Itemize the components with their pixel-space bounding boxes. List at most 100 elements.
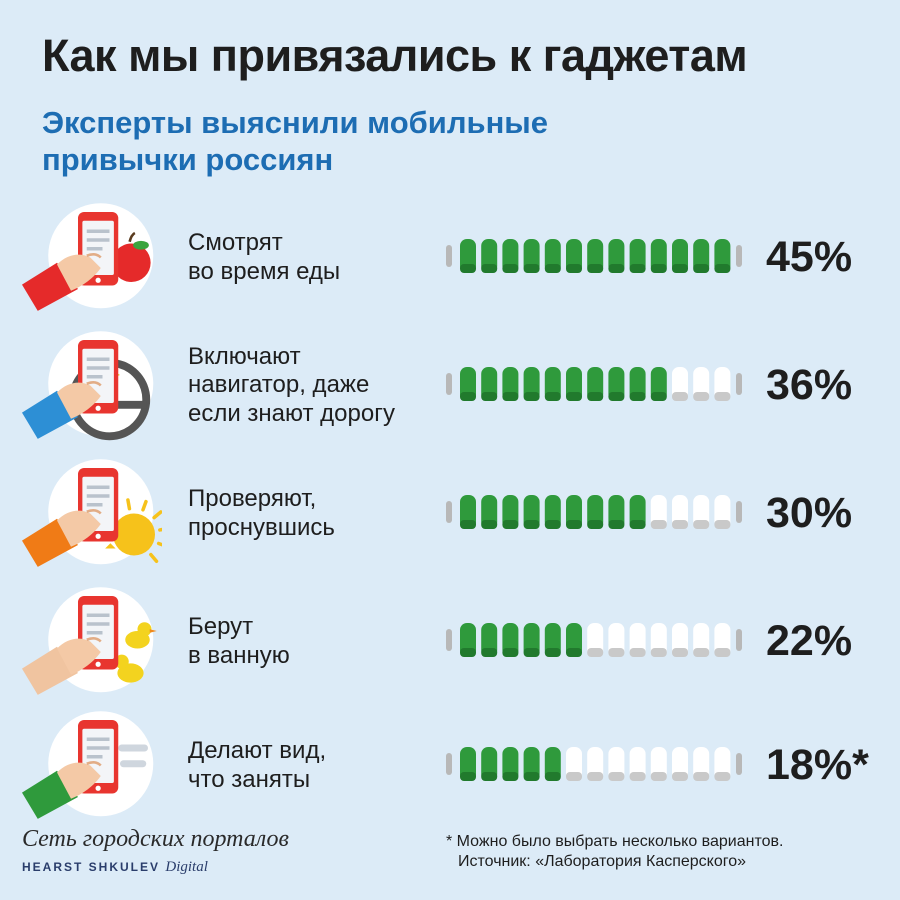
category-label-line: в ванную: [188, 641, 290, 669]
phone-with-social-feed-icon: [22, 711, 154, 819]
bar-segment-filled: [566, 495, 582, 529]
bar-segment-empty: [650, 747, 667, 781]
chart-row: Проверяют, проснувшись 30%: [0, 451, 900, 579]
bar-segment-filled: [460, 367, 476, 401]
bar-segment-empty: [714, 495, 731, 529]
bar-segment-filled: [714, 239, 731, 273]
bar-segment-empty: [650, 495, 667, 529]
bar-segment-filled: [566, 239, 582, 273]
bar-segment-filled: [460, 623, 476, 657]
bar-segment-filled: [544, 495, 561, 529]
footnote: * Можно было выбрать несколько вариантов…: [446, 832, 896, 871]
bar-segment-filled: [523, 495, 540, 529]
bar-segment-empty: [672, 747, 688, 781]
bar-segment-filled: [650, 367, 667, 401]
bar-segment-filled: [481, 623, 498, 657]
bar-segment-filled: [481, 239, 498, 273]
bar-segment-filled: [502, 495, 519, 529]
category-label: Смотрят во время еды: [188, 195, 438, 320]
bar-segment-filled: [460, 747, 476, 781]
logo-main-text: Сеть городских порталов: [22, 826, 289, 852]
bar-segment-empty: [672, 495, 688, 529]
chart-row: Включают навигатор, даже если знают дорогу…: [0, 323, 900, 451]
category-label-line: Смотрят: [188, 229, 283, 257]
bar-segment-filled: [544, 239, 561, 273]
category-label-line: во время еды: [188, 257, 341, 285]
data-label: 45%: [766, 233, 853, 281]
chart-row: Берут в ванную 22%: [0, 579, 900, 707]
bar-segment-empty: [714, 623, 731, 657]
bar-segment-filled: [650, 239, 667, 273]
phone-with-rubber-duck-icon: [22, 587, 157, 695]
value-bar: [446, 623, 742, 657]
logo-sub-script: Digital: [165, 859, 208, 875]
bar-segment-empty: [608, 747, 625, 781]
category-label-line: Берут: [188, 613, 254, 641]
bar-segment-empty: [672, 623, 688, 657]
bar-segment-filled: [587, 367, 604, 401]
bar-segment-filled: [693, 239, 710, 273]
category-label: Включают навигатор, даже если знают дорогу: [188, 323, 438, 448]
bar-segment-empty: [566, 747, 582, 781]
bar-segment-empty: [587, 747, 604, 781]
bar-segment-empty: [629, 747, 646, 781]
phone-with-apple-icon: [22, 203, 154, 311]
chart-row: Смотрят во время еды 45%: [0, 195, 900, 323]
bar-segment-filled: [566, 367, 582, 401]
bar-segment-empty: [587, 623, 604, 657]
bar-segment-filled: [544, 747, 561, 781]
category-label: Проверяют, проснувшись: [188, 451, 438, 576]
data-label: 30%: [766, 489, 853, 537]
category-label-line: Делают вид,: [188, 737, 327, 765]
category-label-line: проснувшись: [188, 513, 335, 541]
bar-segment-filled: [544, 623, 561, 657]
bar-segment-filled: [544, 367, 561, 401]
bar-segment-filled: [481, 367, 498, 401]
bar-segment-filled: [460, 239, 476, 273]
value-bar: [446, 367, 742, 401]
bar-segment-empty: [693, 495, 710, 529]
logo-sub-text: HEARST SHKULEV Digital: [22, 859, 322, 876]
page-title: Как мы привязались к гаджетам: [42, 30, 748, 81]
bar-segment-filled: [629, 367, 646, 401]
bar-segment-empty: [693, 367, 710, 401]
bar-segment-filled: [502, 747, 519, 781]
bar-segment-filled: [629, 239, 646, 273]
chart-row: Делают вид, что заняты 18%*: [0, 703, 900, 831]
value-bar: [446, 239, 742, 273]
category-label-line: Проверяют,: [188, 485, 317, 513]
footnote-note: * Можно было выбрать несколько вариантов…: [446, 833, 784, 850]
bar-segment-empty: [714, 367, 731, 401]
publisher-logo: Сеть городских порталов HEARST SHKULEV D…: [22, 826, 322, 886]
bar-segment-filled: [460, 495, 476, 529]
phone-with-sun-icon: [22, 459, 162, 567]
bar-segment-empty: [714, 747, 731, 781]
bar-segment-empty: [672, 367, 688, 401]
bar-segment-filled: [587, 495, 604, 529]
data-label: 22%: [766, 617, 853, 665]
bar-segment-filled: [608, 239, 625, 273]
bar-segment-empty: [650, 623, 667, 657]
data-label: 36%: [766, 361, 853, 409]
bar-segment-filled: [523, 239, 540, 273]
bar-segment-filled: [523, 623, 540, 657]
category-label-line: навигатор, даже: [188, 371, 370, 399]
logo-sub-brand: HEARST SHKULEV: [22, 860, 161, 874]
footnote-source: Источник: «Лаборатория Касперского»: [458, 852, 747, 870]
bar-segment-filled: [481, 747, 498, 781]
category-label-line: если знают дорогу: [188, 399, 395, 427]
value-bar: [446, 747, 742, 781]
bar-segment-filled: [587, 239, 604, 273]
bar-segment-filled: [608, 367, 625, 401]
bar-segment-filled: [481, 495, 498, 529]
bar-segment-filled: [672, 239, 688, 273]
bar-segment-empty: [693, 623, 710, 657]
bar-segment-filled: [523, 747, 540, 781]
data-label: 18%*: [766, 741, 869, 789]
bar-segment-empty: [693, 747, 710, 781]
bar-segment-filled: [523, 367, 540, 401]
category-label-line: что заняты: [188, 765, 311, 793]
category-label-line: Включают: [188, 343, 301, 371]
bar-segment-filled: [502, 239, 519, 273]
